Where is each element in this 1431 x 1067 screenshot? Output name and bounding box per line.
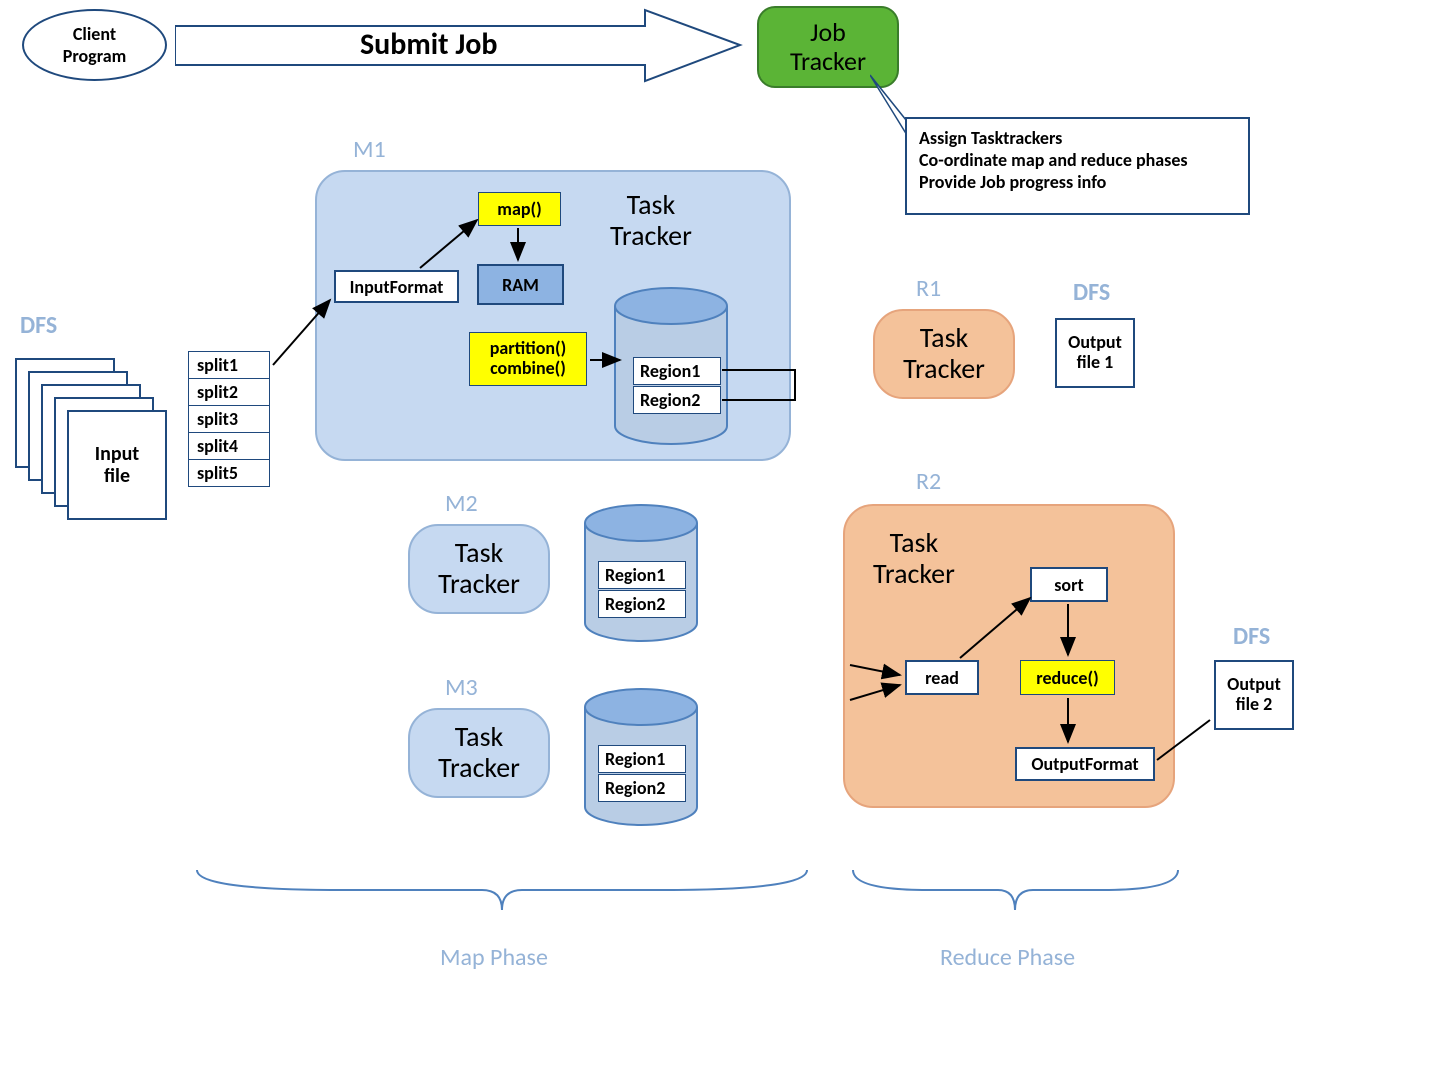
m1-region1: Region1 xyxy=(633,357,721,385)
reduce-phase-brace xyxy=(848,865,1183,925)
m1-title: Task Tracker xyxy=(610,190,692,252)
split-row: split2 xyxy=(188,378,270,405)
m1-label: M1 xyxy=(353,135,386,164)
r1-title: Task Tracker xyxy=(903,323,985,385)
m3-panel: Task Tracker xyxy=(408,708,550,798)
m2-panel: Task Tracker xyxy=(408,524,550,614)
sort-box: sort xyxy=(1030,567,1108,602)
split-list: split1 split2 split3 split4 split5 xyxy=(188,351,270,487)
m1-region2: Region2 xyxy=(633,386,721,414)
callout-box: Assign Tasktrackers Co-ordinate map and … xyxy=(905,117,1250,215)
callout-line2: Co-ordinate map and reduce phases xyxy=(919,149,1236,171)
input-file-label: Input file xyxy=(67,410,167,520)
submit-job-label: Submit Job xyxy=(360,26,498,63)
m3-region1: Region1 xyxy=(598,745,686,773)
split-row: split4 xyxy=(188,432,270,459)
m3-region2: Region2 xyxy=(598,774,686,802)
dfs-label-left: DFS xyxy=(20,311,57,340)
r2-title: Task Tracker xyxy=(873,528,955,590)
m3-title: Task Tracker xyxy=(438,722,520,784)
ram-box: RAM xyxy=(477,264,564,305)
r1-panel: Task Tracker xyxy=(873,309,1015,399)
input-format-box: InputFormat xyxy=(334,270,459,303)
partition-combine-box: partition() combine() xyxy=(469,332,587,386)
reduce-phase-label: Reduce Phase xyxy=(940,943,1075,972)
m2-region1: Region1 xyxy=(598,561,686,589)
client-program-label: Client Program xyxy=(63,23,127,67)
callout-line3: Provide Job progress info xyxy=(919,171,1236,193)
m3-label: M3 xyxy=(445,673,478,702)
reduce-box: reduce() xyxy=(1020,660,1115,695)
r1-output-box: Output file 1 xyxy=(1055,318,1135,388)
callout-line1: Assign Tasktrackers xyxy=(919,127,1236,149)
map-phase-label: Map Phase xyxy=(440,943,548,972)
client-program-node: Client Program xyxy=(22,9,167,81)
split-row: split1 xyxy=(188,351,270,378)
map-box: map() xyxy=(478,192,561,226)
m2-title: Task Tracker xyxy=(438,538,520,600)
read-box: read xyxy=(905,660,979,695)
job-tracker-label: Job Tracker xyxy=(790,18,866,75)
r1-dfs-label: DFS xyxy=(1073,278,1110,307)
m2-label: M2 xyxy=(445,489,478,518)
map-phase-brace xyxy=(192,865,812,925)
r2-output-box: Output file 2 xyxy=(1214,660,1294,730)
r2-dfs-label: DFS xyxy=(1233,622,1270,651)
r2-label: R2 xyxy=(916,467,941,496)
callout-pointer xyxy=(870,70,910,140)
m2-region2: Region2 xyxy=(598,590,686,618)
split-row: split3 xyxy=(188,405,270,432)
r1-label: R1 xyxy=(916,274,941,303)
output-format-box: OutputFormat xyxy=(1015,747,1155,781)
split-row: split5 xyxy=(188,459,270,487)
